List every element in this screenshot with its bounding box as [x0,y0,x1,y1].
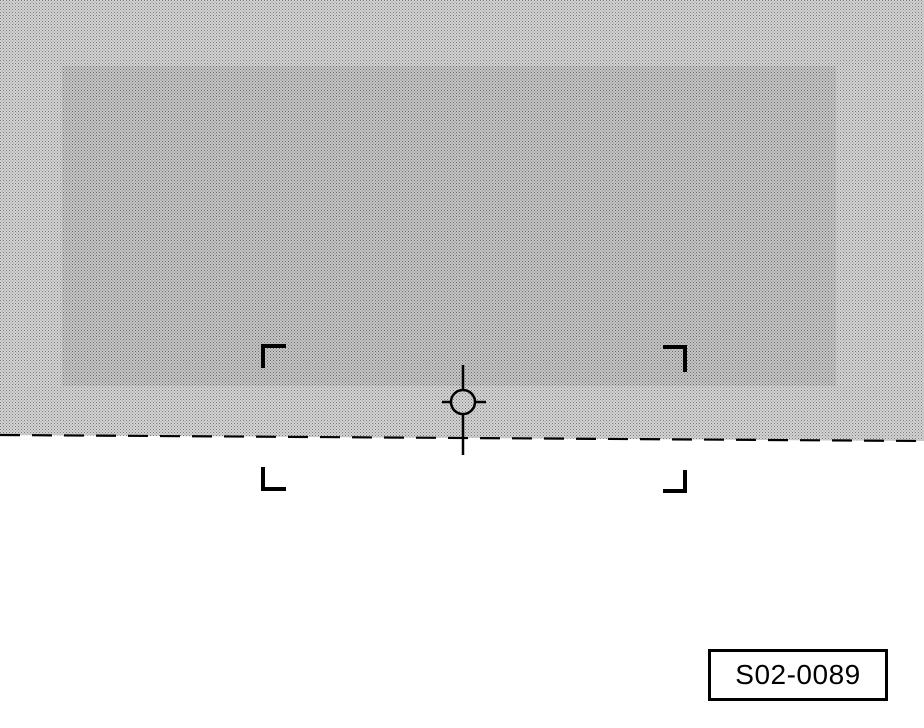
figure-id-label: S02-0089 [708,649,888,701]
viewfinder-corner-icon [261,344,286,368]
crosshair-icon [442,365,486,455]
subject-area [62,66,836,386]
viewfinder-corner-icon [261,467,286,491]
viewfinder-corner-icon [663,470,687,493]
viewfinder-corner-icon [663,345,687,372]
